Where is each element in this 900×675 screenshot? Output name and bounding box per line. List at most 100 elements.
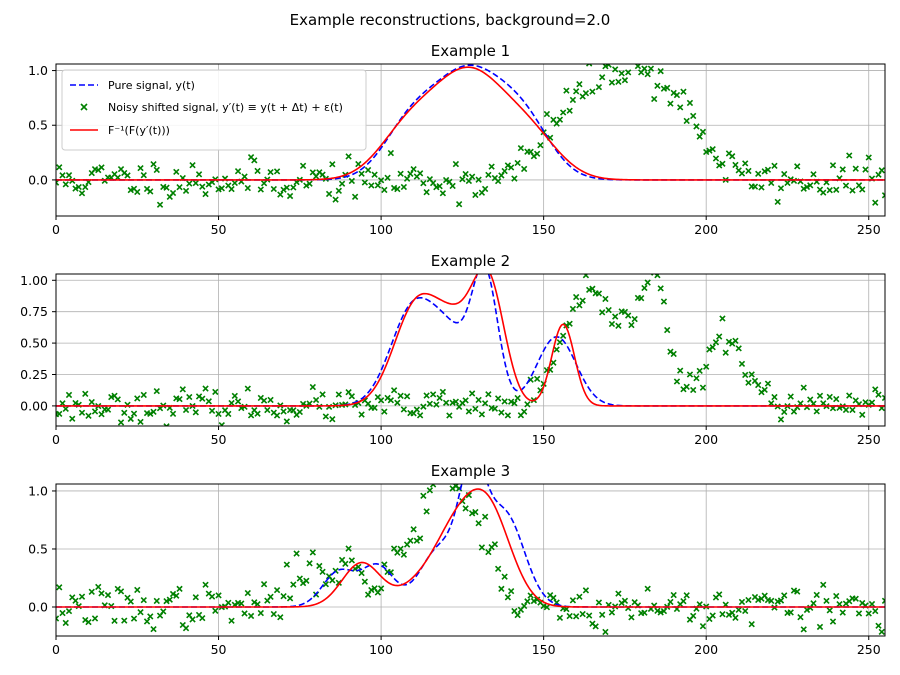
noisy-point <box>680 598 687 605</box>
noisy-point <box>855 610 863 617</box>
noisy-point <box>524 401 531 408</box>
noisy-point <box>462 505 469 512</box>
noisy-point <box>566 612 573 620</box>
x-tick-label: 200 <box>694 222 718 237</box>
noisy-point <box>163 423 170 426</box>
noisy-point <box>377 585 385 592</box>
noisy-point <box>439 190 447 197</box>
noisy-point <box>397 170 404 177</box>
noisy-point <box>706 147 713 154</box>
noisy-point <box>286 192 294 200</box>
noisy-point <box>751 183 759 190</box>
noisy-point <box>434 455 439 460</box>
noisy-point <box>579 610 586 618</box>
noisy-point <box>267 168 274 176</box>
noisy-point <box>251 599 258 606</box>
noisy-point <box>394 399 401 406</box>
noisy-point <box>881 597 885 604</box>
noisy-point <box>260 581 268 588</box>
noisy-point <box>241 610 248 617</box>
noisy-point <box>137 418 144 426</box>
noisy-point <box>696 367 703 375</box>
noisy-point <box>153 597 160 605</box>
noisy-point <box>429 391 437 398</box>
noisy-point <box>192 409 199 416</box>
noisy-point <box>498 409 505 416</box>
noisy-point <box>468 173 476 180</box>
noisy-point <box>820 581 827 588</box>
noisy-point <box>72 185 79 192</box>
noisy-point <box>807 182 814 189</box>
noisy-point <box>319 568 326 576</box>
noisy-point <box>121 617 128 624</box>
noisy-point <box>384 174 391 181</box>
noisy-point <box>771 162 778 169</box>
noisy-point <box>472 405 479 413</box>
noisy-point <box>520 602 528 610</box>
noisy-point <box>117 419 125 426</box>
noisy-point <box>849 187 856 194</box>
noisy-point <box>494 177 502 185</box>
noisy-point <box>283 561 290 568</box>
noisy-point <box>598 309 606 316</box>
noisy-point <box>673 91 681 99</box>
noisy-point <box>833 395 840 403</box>
noisy-point <box>498 585 505 593</box>
noisy-point <box>85 618 92 626</box>
noisy-point <box>199 395 206 402</box>
noisy-point <box>400 551 408 558</box>
noisy-point <box>641 609 648 616</box>
noisy-point <box>244 589 251 597</box>
noisy-point <box>254 410 261 417</box>
noisy-point <box>693 375 700 382</box>
noisy-point <box>677 367 684 374</box>
x-tick-label: 250 <box>857 432 881 447</box>
noisy-point <box>504 594 512 601</box>
noisy-point <box>849 406 856 414</box>
noisy-point <box>683 592 690 599</box>
noisy-point <box>335 391 343 398</box>
y-tick-label: 0.0 <box>28 172 48 187</box>
noisy-point <box>742 160 749 167</box>
noisy-point <box>875 171 882 178</box>
noisy-point <box>839 609 846 616</box>
noisy-point <box>137 164 144 172</box>
legend-label: Noisy shifted signal, y′(t) ≡ y(t + Δt) … <box>108 101 343 114</box>
noisy-point <box>781 170 788 178</box>
noisy-point <box>182 624 190 632</box>
noisy-point <box>348 393 356 400</box>
noisy-point <box>670 350 677 358</box>
noisy-point <box>69 415 76 422</box>
axes-container: Example 1 0 50 100 150 200 250 0.0 0.5 1.0 Pure si… <box>20 42 886 657</box>
noisy-point <box>257 186 264 193</box>
noisy-point <box>309 549 316 556</box>
noisy-point <box>478 544 486 551</box>
x-tick-label: 150 <box>532 222 556 237</box>
noisy-point <box>202 581 209 588</box>
noisy-point <box>748 621 755 628</box>
noisy-point <box>693 123 700 130</box>
noisy-point <box>290 407 297 414</box>
noisy-point <box>189 162 196 169</box>
noisy-point <box>625 69 632 76</box>
noisy-point <box>667 598 674 606</box>
noisy-point <box>605 64 612 68</box>
noisy-point <box>140 596 147 604</box>
noisy-point <box>257 609 264 617</box>
noisy-point <box>842 182 850 189</box>
noisy-point <box>709 145 716 153</box>
noisy-point <box>621 77 629 84</box>
noisy-point <box>397 545 404 552</box>
noisy-point <box>813 591 820 599</box>
subplot-title: Example 2 <box>431 252 510 270</box>
noisy-point <box>865 154 872 161</box>
noisy-point <box>612 313 619 320</box>
noisy-point <box>612 66 619 73</box>
noisy-point <box>173 168 180 176</box>
noisy-point <box>192 594 199 601</box>
noisy-point <box>768 597 775 604</box>
noisy-point <box>813 408 820 415</box>
plot-area <box>56 455 885 636</box>
noisy-point <box>312 396 320 404</box>
noisy-point <box>703 363 710 370</box>
